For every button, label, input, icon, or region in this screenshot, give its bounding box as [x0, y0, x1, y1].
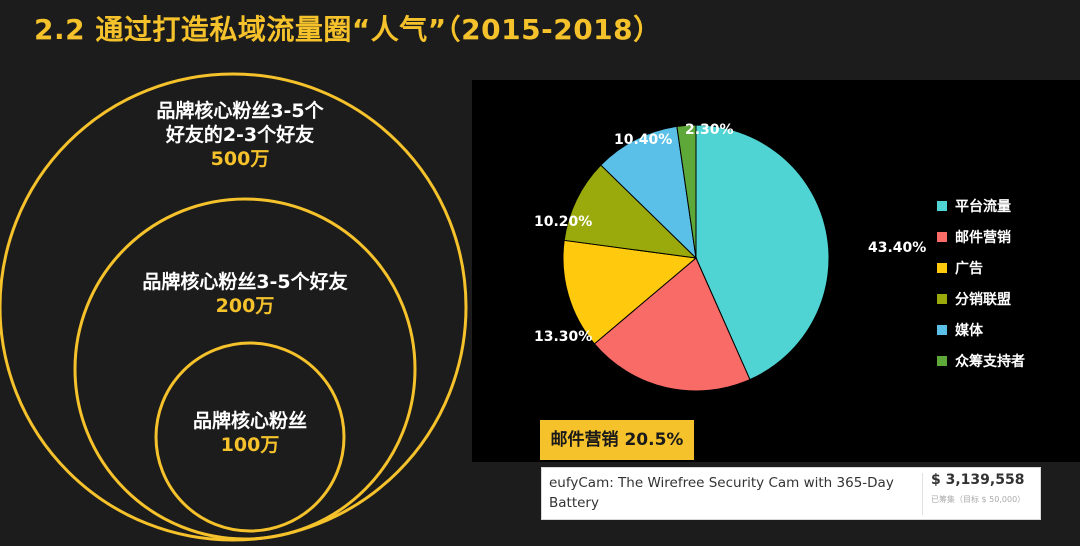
pie-slice-1	[695, 124, 830, 381]
middle-circle-label: 品牌核心粉丝3-5个好友	[142, 271, 348, 293]
chart-panel: 43.40% 13.30% 10.20% 10.40% 2.30% 平台流量邮件营销广告分…	[472, 80, 1080, 462]
legend-swatch-4	[937, 294, 947, 304]
legend-label-3: 广告	[955, 260, 983, 277]
legend-swatch-2	[937, 232, 947, 242]
pie-slice-6	[676, 124, 697, 259]
email-marketing-highlight: 邮件营销 20.5%	[540, 420, 694, 460]
product-amount: $ 3,139,558	[931, 472, 1025, 488]
middle-circle-text: 品牌核心粉丝3-5个好友 200万	[100, 271, 390, 319]
product-subtext: 已筹集（目标 $ 50,000）	[931, 495, 1026, 504]
middle-circle-count: 200万	[215, 294, 275, 317]
pie-slice-3	[562, 239, 698, 345]
legend-label-1: 平台流量	[955, 198, 1011, 215]
middle-circle	[73, 197, 417, 541]
inner-circle-label: 品牌核心粉丝	[192, 410, 307, 432]
legend-swatch-5	[937, 325, 947, 335]
pie-slice-5	[600, 125, 697, 260]
outer-circle-count: 500万	[210, 147, 270, 170]
slide-title: 2.2 通过打造私域流量圈“人气”（2015-2018）	[34, 13, 662, 46]
pie-data-label-6: 2.30%	[685, 122, 734, 138]
outer-circle-label-line2: 好友的2-3个好友	[165, 123, 315, 146]
inner-circle	[154, 341, 346, 533]
pie-chart: 43.40% 13.30% 10.20% 10.40% 2.30% 平台流量邮件营销广告分…	[534, 122, 1025, 392]
outer-circle-label-line1: 品牌核心粉丝3-5个	[156, 100, 324, 122]
legend-label-4: 分销联盟	[955, 291, 1011, 308]
pie-slice-2	[593, 257, 751, 392]
legend-swatch-1	[937, 201, 947, 211]
pie-slice-4	[563, 164, 698, 259]
product-divider	[922, 473, 923, 515]
inner-circle-text: 品牌核心粉丝 100万	[170, 410, 330, 458]
legend-label-6: 众筹支持者	[955, 353, 1025, 370]
pie-data-label-5: 10.40%	[614, 132, 672, 148]
product-card: eufyCam: The Wirefree Security Cam with …	[541, 467, 1041, 520]
pie-data-label-4: 10.20%	[534, 214, 592, 230]
legend-label-2: 邮件营销	[955, 229, 1011, 246]
product-name: eufyCam: The Wirefree Security Cam with …	[549, 475, 894, 511]
pie-data-label-3: 13.30%	[534, 329, 592, 345]
legend-label-5: 媒体	[954, 322, 984, 339]
outer-circle-text: 品牌核心粉丝3-5个 好友的2-3个好友 500万	[110, 100, 370, 171]
concentric-circles	[0, 72, 468, 542]
legend-swatch-6	[937, 356, 947, 366]
pie-data-label-1: 43.40%	[868, 240, 926, 256]
inner-circle-count: 100万	[220, 433, 280, 456]
legend-swatch-3	[937, 263, 947, 273]
